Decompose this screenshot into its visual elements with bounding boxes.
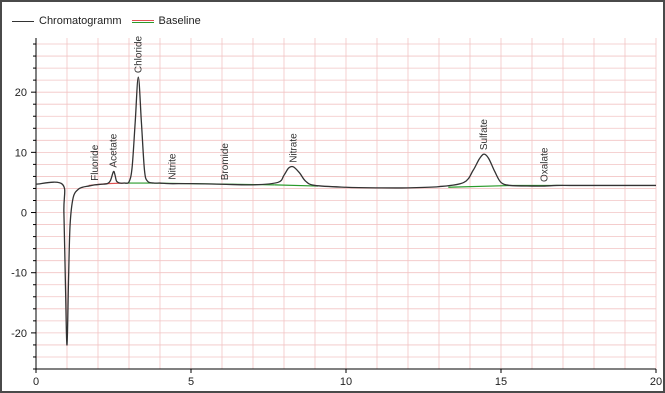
peak-label: Nitrate bbox=[288, 133, 299, 163]
legend-label-baseline: Baseline bbox=[158, 15, 201, 27]
axes: 0 5 10 15 20 -20 -10 0 10 20 bbox=[11, 38, 662, 388]
legend-item-chromatogram: Chromatogramm bbox=[12, 15, 122, 27]
peak-labels: Fluoride Acetate Chloride Nitrite Bromide Nit… bbox=[90, 35, 551, 182]
x-tick-label: 0 bbox=[33, 376, 39, 388]
peak-label: Nitrite bbox=[167, 153, 178, 180]
y-tick-label: 0 bbox=[21, 208, 27, 220]
x-tick-label: 20 bbox=[650, 376, 662, 388]
x-tick-label: 5 bbox=[188, 376, 194, 388]
chromatogram-line-icon bbox=[12, 20, 34, 22]
y-tick-label: -10 bbox=[11, 268, 27, 280]
baseline-line-icon bbox=[131, 19, 154, 23]
peak-label: Chloride bbox=[133, 35, 144, 73]
peak-label: Sulfate bbox=[479, 119, 490, 151]
baseline-segment-green bbox=[274, 184, 319, 187]
x-tick-label: 15 bbox=[495, 376, 507, 388]
peak-label: Fluoride bbox=[90, 144, 101, 181]
y-tick-label: 20 bbox=[15, 87, 27, 99]
peak-label: Oxalate bbox=[539, 147, 550, 182]
legend: Chromatogramm Baseline bbox=[12, 14, 205, 28]
legend-label-chromatogram: Chromatogramm bbox=[39, 15, 122, 27]
legend-item-baseline: Baseline bbox=[131, 15, 201, 27]
grid bbox=[35, 38, 657, 370]
y-tick-label: 10 bbox=[15, 147, 27, 159]
peak-label: Bromide bbox=[220, 143, 231, 181]
peak-label: Acetate bbox=[109, 133, 120, 167]
x-tick-label: 10 bbox=[340, 376, 352, 388]
y-tick-label: -20 bbox=[11, 328, 27, 340]
series bbox=[35, 76, 656, 346]
baseline-segment-green bbox=[448, 184, 514, 188]
chromatogram-line bbox=[35, 76, 656, 346]
